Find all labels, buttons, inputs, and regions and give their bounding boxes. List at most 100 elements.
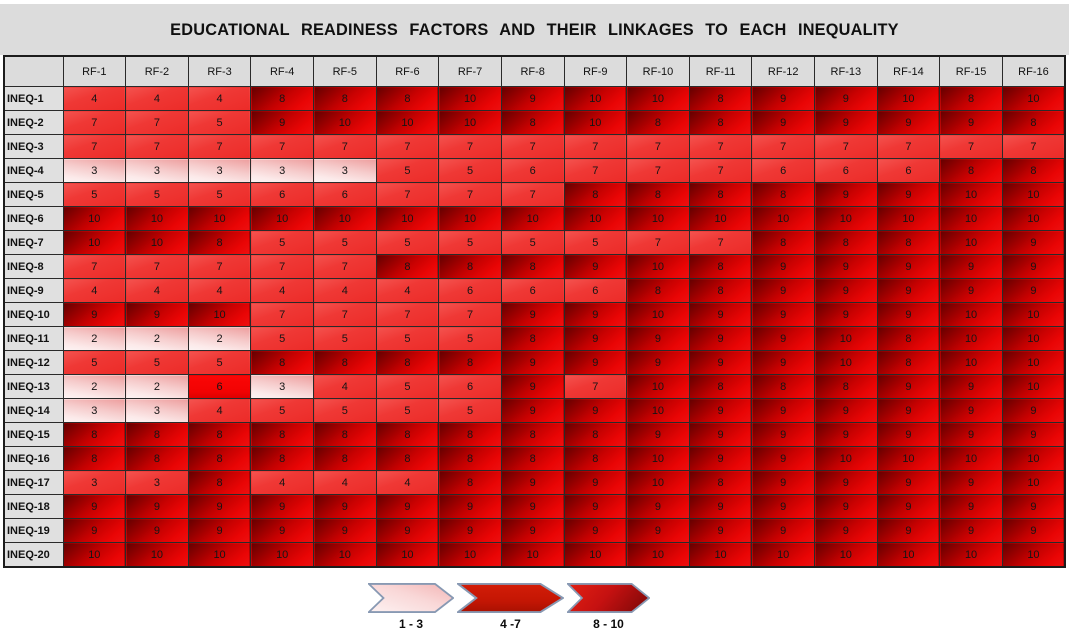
table-row: INEQ-9 4 4 4 4 4 4 6 6 6 8 8 9 9 9 9 9 <box>3 278 1066 303</box>
heatmap-cell: 10 <box>563 206 628 231</box>
heatmap-cell: 9 <box>62 494 127 519</box>
heatmap-cell: 8 <box>688 254 753 279</box>
row-header: INEQ-7 <box>3 230 64 255</box>
heatmap-cell: 10 <box>626 446 690 471</box>
table-row: INEQ-13 2 2 6 3 4 5 6 9 7 10 8 8 8 9 9 10 <box>3 374 1066 399</box>
heatmap-cell: 5 <box>125 182 189 207</box>
heatmap-cell: 8 <box>438 254 502 279</box>
row-header: INEQ-8 <box>3 254 64 279</box>
heatmap-cell: 9 <box>939 278 1003 303</box>
heatmap-cell: 9 <box>751 470 815 495</box>
table-row: INEQ-2 7 7 5 9 10 10 10 8 10 8 8 9 9 9 9 8 <box>3 110 1066 135</box>
heatmap-cell: 9 <box>187 494 252 519</box>
heatmap-cell: 10 <box>563 110 628 135</box>
row-header: INEQ-16 <box>3 446 64 471</box>
legend: 1 - 3 4 -7 8 - 10 <box>368 583 653 631</box>
heatmap-cell: 9 <box>751 278 815 303</box>
heatmap-cell: 9 <box>751 398 815 423</box>
heatmap-cell: 10 <box>187 542 252 568</box>
heatmap-cell: 9 <box>876 278 941 303</box>
heatmap-cell: 9 <box>62 518 127 543</box>
heatmap-cell: 8 <box>563 446 628 471</box>
heatmap-cell: 5 <box>187 182 252 207</box>
heatmap-cell: 8 <box>375 446 440 471</box>
heatmap-cell: 7 <box>125 134 189 159</box>
heatmap-cell: 8 <box>250 86 314 111</box>
heatmap-cell: 8 <box>688 182 753 207</box>
heatmap-cell: 9 <box>1001 398 1066 423</box>
heatmap-cell: 9 <box>688 518 753 543</box>
table-row: INEQ-17 3 3 8 4 4 4 8 9 9 10 8 9 9 9 9 10 <box>3 470 1066 495</box>
table-row: INEQ-15 8 8 8 8 8 8 8 8 8 9 9 9 9 9 9 9 <box>3 422 1066 447</box>
row-header: INEQ-9 <box>3 278 64 303</box>
row-header: INEQ-3 <box>3 134 64 159</box>
heatmap-cell: 6 <box>313 182 377 207</box>
heatmap-cell: 10 <box>1001 86 1066 111</box>
heatmap-cell: 8 <box>187 446 252 471</box>
column-header: RF-11 <box>688 55 753 87</box>
table-row: INEQ-16 8 8 8 8 8 8 8 8 8 10 9 9 10 10 10 10 <box>3 446 1066 471</box>
heatmap-cell: 7 <box>688 134 753 159</box>
row-header: INEQ-5 <box>3 182 64 207</box>
row-header: INEQ-6 <box>3 206 64 231</box>
heatmap-cell: 8 <box>375 350 440 375</box>
column-header: RF-4 <box>250 55 314 87</box>
heatmap-cell: 9 <box>751 110 815 135</box>
heatmap-cell: 10 <box>939 446 1003 471</box>
heatmap-cell: 2 <box>187 326 252 351</box>
table-row: INEQ-1 4 4 4 8 8 8 10 9 10 10 8 9 9 10 8 10 <box>3 86 1066 111</box>
heatmap-cell: 8 <box>751 374 815 399</box>
heatmap-cell: 10 <box>563 86 628 111</box>
heatmap-cell: 9 <box>751 302 815 327</box>
heatmap-cell: 8 <box>688 278 753 303</box>
column-header: RF-7 <box>438 55 502 87</box>
legend-label: 8 - 10 <box>593 617 624 631</box>
heatmap-cell: 10 <box>626 470 690 495</box>
heatmap-cell: 9 <box>563 302 628 327</box>
heatmap-cell: 9 <box>313 494 377 519</box>
heatmap-cell: 9 <box>814 254 878 279</box>
column-header: RF-16 <box>1001 55 1066 87</box>
heatmap-cell: 9 <box>375 518 440 543</box>
heatmap-cell: 5 <box>313 326 377 351</box>
heatmap-cell: 5 <box>250 326 314 351</box>
heatmap-cell: 10 <box>375 110 440 135</box>
heatmap-cell: 8 <box>375 254 440 279</box>
heatmap-cell: 10 <box>125 206 189 231</box>
heatmap-cell: 10 <box>939 350 1003 375</box>
heatmap-cell: 2 <box>125 326 189 351</box>
column-header: RF-14 <box>876 55 941 87</box>
legend-label: 1 - 3 <box>398 617 423 631</box>
heatmap-cell: 9 <box>1001 230 1066 255</box>
title-band: EDUCATIONAL READINESS FACTORS AND THEIR … <box>0 4 1069 55</box>
heatmap-cell: 9 <box>876 470 941 495</box>
heatmap-cell: 10 <box>751 206 815 231</box>
heatmap-cell: 7 <box>375 134 440 159</box>
heatmap-cell: 3 <box>187 158 252 183</box>
heatmap-cell: 9 <box>688 422 753 447</box>
heatmap-cell: 10 <box>500 542 565 568</box>
heatmap-cell: 6 <box>500 278 565 303</box>
heatmap-cell: 10 <box>876 542 941 568</box>
heatmap-cell: 5 <box>187 110 252 135</box>
heatmap-cell: 8 <box>876 326 941 351</box>
column-header: RF-2 <box>125 55 189 87</box>
heatmap-cell: 7 <box>250 302 314 327</box>
heatmap-cell: 9 <box>876 110 941 135</box>
heatmap-cell: 9 <box>500 350 565 375</box>
heatmap-cell: 7 <box>876 134 941 159</box>
heatmap-cell: 7 <box>563 374 628 399</box>
heatmap-cell: 7 <box>626 134 690 159</box>
heatmap-cell: 9 <box>500 374 565 399</box>
heatmap-cell: 5 <box>438 230 502 255</box>
heatmap-cell: 9 <box>626 518 690 543</box>
heatmap-cell: 4 <box>62 86 127 111</box>
heatmap-cell: 10 <box>1001 182 1066 207</box>
heatmap-cell: 10 <box>814 350 878 375</box>
heatmap-cell: 10 <box>1001 350 1066 375</box>
heatmap-cell: 9 <box>125 518 189 543</box>
heatmap-cell: 10 <box>939 230 1003 255</box>
heatmap-cell: 4 <box>125 278 189 303</box>
table-row: INEQ-7 10 10 8 5 5 5 5 5 5 7 7 8 8 8 10 9 <box>3 230 1066 255</box>
heatmap-table: RF-1 RF-2 RF-3 RF-4 RF-5 RF-6 RF-7 RF-8 RF-9 RF-1… <box>3 55 1066 568</box>
